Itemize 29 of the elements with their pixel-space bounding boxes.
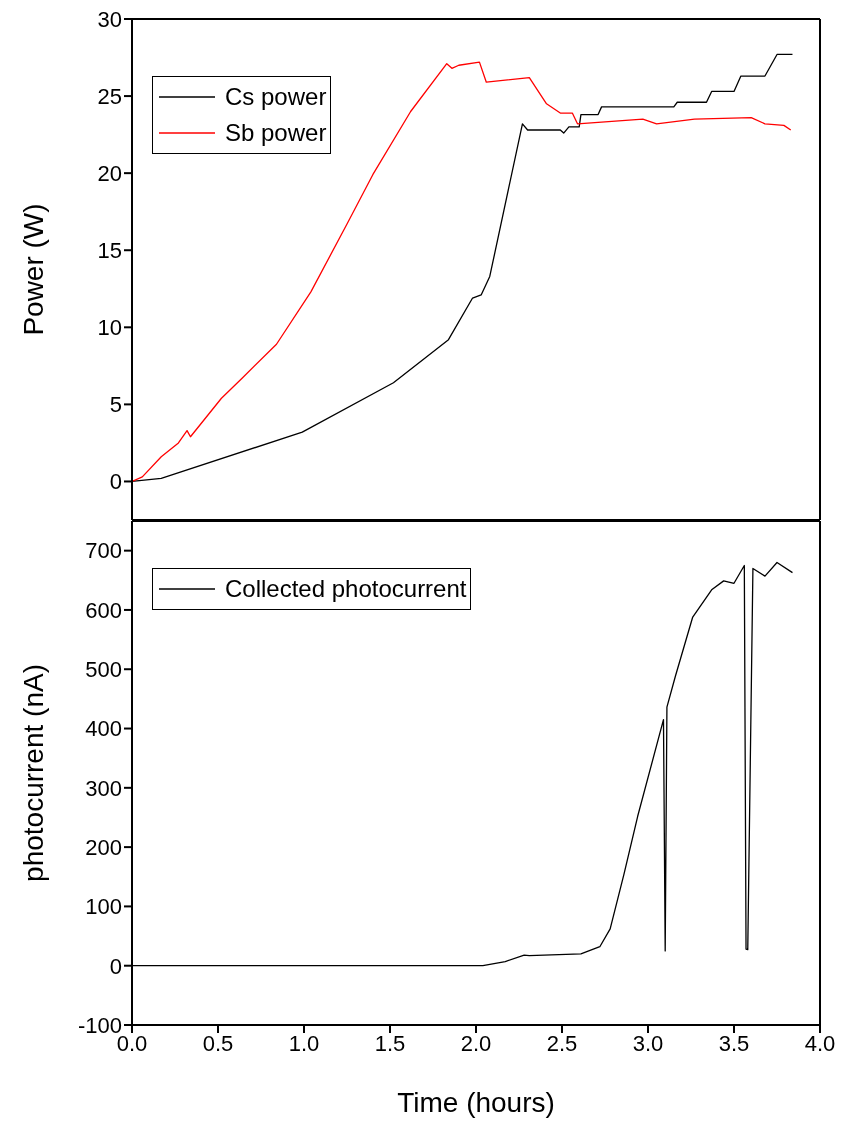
x-tick-label: 4.0 xyxy=(804,1030,836,1056)
x-axis-title: Time (hours) xyxy=(397,1087,555,1118)
y-tick-label: 0 xyxy=(109,469,122,495)
legend-label: Collected photocurrent xyxy=(225,575,467,603)
y-tick-label: 400 xyxy=(85,716,122,742)
y-tick-label: 0 xyxy=(109,953,122,979)
x-tick-label: 3.5 xyxy=(718,1030,750,1056)
x-tick-label: 1.5 xyxy=(374,1030,406,1056)
y-tick-label: 30 xyxy=(97,6,122,32)
y-tick-label: 700 xyxy=(85,538,122,564)
y-tick-label: 200 xyxy=(85,834,122,860)
legend-label: Cs power xyxy=(225,83,327,111)
y-tick-label: 300 xyxy=(85,775,122,801)
x-tick-label: 1.0 xyxy=(288,1030,320,1056)
x-tick-label: 0.5 xyxy=(202,1030,234,1056)
y-tick-label: 100 xyxy=(85,894,122,920)
y-tick-label: 10 xyxy=(97,315,122,341)
x-tick-label: 3.0 xyxy=(632,1030,664,1056)
y-tick-label: 600 xyxy=(85,597,122,623)
y-tick-label: 25 xyxy=(97,83,122,109)
x-tick-label: 2.5 xyxy=(546,1030,578,1056)
y-tick-label: 20 xyxy=(97,160,122,186)
x-tick-label: 2.0 xyxy=(460,1030,492,1056)
y-tick-label: 500 xyxy=(85,657,122,683)
y-tick-label: 5 xyxy=(109,392,122,418)
legend-label: Sb power xyxy=(225,119,327,147)
y-tick-label: 15 xyxy=(97,238,122,264)
y-axis-title: photocurrent (nA) xyxy=(17,664,49,882)
y-axis-title: Power (W) xyxy=(17,203,49,336)
